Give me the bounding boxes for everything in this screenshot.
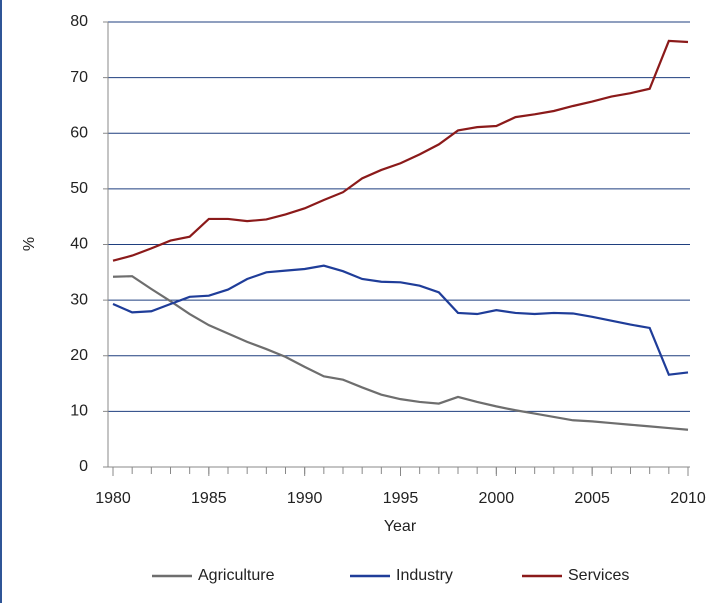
- series-line: [112, 39, 689, 262]
- x-tick-label: 1985: [191, 490, 227, 507]
- y-tick-label: 10: [70, 403, 88, 420]
- y-tick-label: 60: [70, 124, 88, 141]
- y-axis-label: %: [21, 237, 38, 251]
- series-line: [112, 275, 689, 431]
- y-tick-label: 0: [79, 458, 88, 475]
- x-tick-label: 1995: [383, 490, 419, 507]
- y-tick-label: 50: [70, 180, 88, 197]
- x-tick-label: 2000: [479, 490, 515, 507]
- legend-label: Services: [568, 567, 629, 584]
- series-line: [112, 264, 689, 376]
- y-tick-label: 80: [70, 13, 88, 30]
- x-tick-label: 2005: [574, 490, 610, 507]
- x-tick-label: 1990: [287, 490, 323, 507]
- x-axis-label: Year: [384, 518, 417, 535]
- y-tick-label: 70: [70, 69, 88, 86]
- x-tick-label: 1980: [95, 490, 131, 507]
- legend-label: Agriculture: [198, 567, 275, 584]
- y-tick-label: 30: [70, 291, 88, 308]
- y-tick-label: 20: [70, 347, 88, 364]
- legend-label: Industry: [396, 567, 453, 584]
- y-tick-label: 40: [70, 236, 88, 253]
- x-tick-label: 2010: [670, 490, 706, 507]
